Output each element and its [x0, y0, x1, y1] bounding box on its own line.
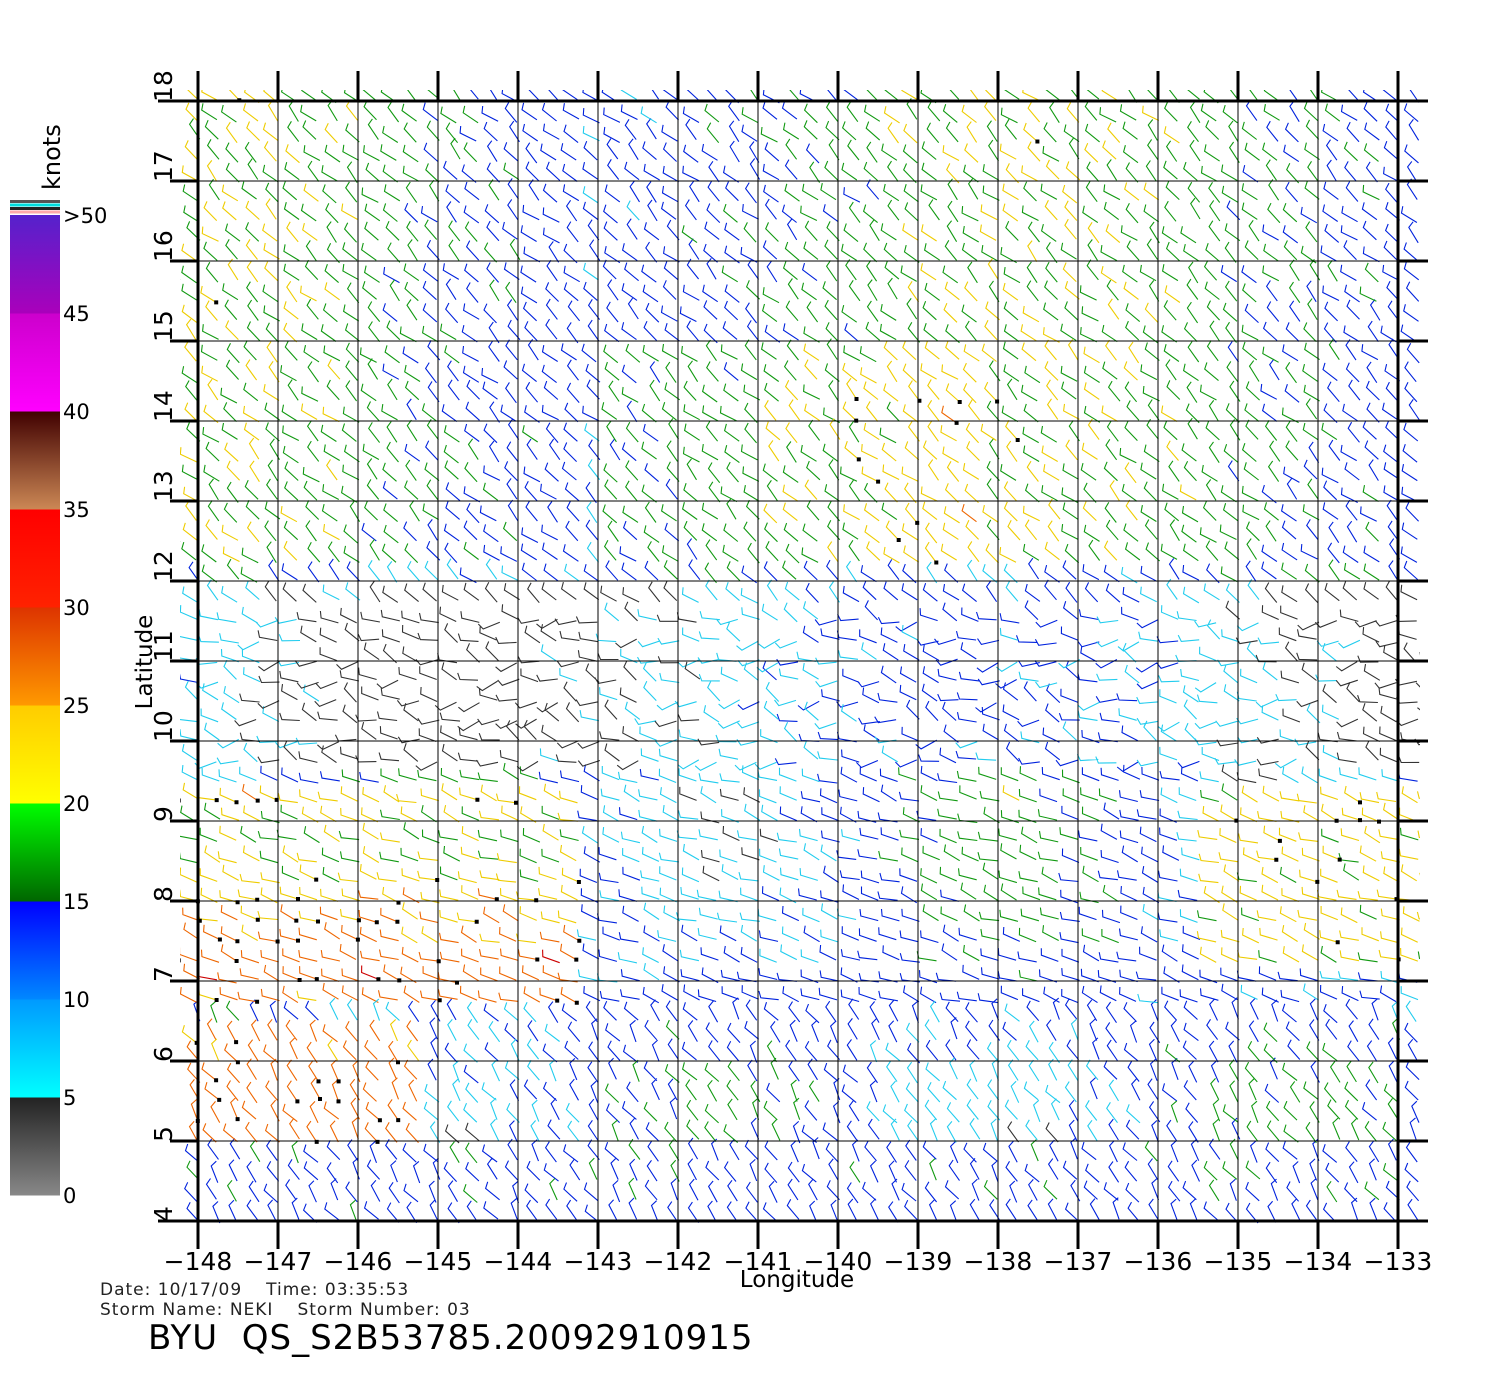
colorbar-tick-label: 20: [63, 792, 90, 816]
latitude-tick-label: 12: [149, 550, 178, 582]
wind-barbs-group: [234, 580, 1420, 1144]
rain-flag-markers: [180, 98, 1401, 1144]
date-value: 10/17/09: [157, 1280, 243, 1300]
latitude-tick-label: 4: [149, 1206, 178, 1222]
colorbar-segment-35-40: [10, 411, 60, 510]
latitude-tick-label: 6: [149, 1046, 178, 1062]
wind-speed-colorbar: 0 5 10 15 20 25 30 35 40 45 >50 knots: [10, 124, 107, 1208]
file-title: BYU QS_S2B53785.20092910915: [148, 1318, 754, 1358]
latitude-tick-label: 14: [149, 390, 178, 422]
longitude-tick-label: −141: [724, 1247, 793, 1276]
longitude-tick-label: −134: [1284, 1247, 1353, 1276]
colorbar-top-stripe: [10, 207, 60, 210]
latitude-tick-labels: 4 5 6 7 8 9 10 11 12 13 14 15 16 17 18: [149, 70, 178, 1222]
longitude-tick-labels: −148 −147 −146 −145 −144 −143 −142 −141 −140 −139…: [164, 1247, 1433, 1276]
longitude-tick-label: −135: [1204, 1247, 1273, 1276]
y-axis-label: Latitude: [132, 615, 158, 710]
colorbar-tick-label: 5: [63, 1086, 76, 1110]
wind-barbs-group: [180, 90, 1419, 1143]
colorbar-segment-10-15: [10, 901, 60, 1000]
colorbar-segment-25-30: [10, 607, 60, 706]
latitude-tick-label: 18: [149, 70, 178, 102]
colorbar-tick-label: 0: [63, 1184, 76, 1208]
latitude-tick-label: 9: [149, 806, 178, 822]
storm-name-value: NEKI: [229, 1300, 274, 1320]
longitude-tick-label: −146: [324, 1247, 393, 1276]
longitude-tick-label: −148: [164, 1247, 233, 1276]
wind-barbs-group: [180, 90, 1420, 1222]
wind-barbs-group: [180, 90, 1420, 1061]
colorbar-tick-label: 45: [63, 302, 90, 326]
storm-line: Storm Name: NEKI Storm Number: 03: [100, 1300, 471, 1320]
colorbar-tick-label: 35: [63, 498, 90, 522]
longitude-tick-label: −147: [244, 1247, 313, 1276]
latitude-tick-label: 5: [149, 1126, 178, 1142]
colorbar-tick-label: 30: [63, 596, 90, 620]
latitude-tick-label: 7: [149, 966, 178, 982]
colorbar-segment-15-20: [10, 803, 60, 902]
colorbar-segment-30-35: [10, 509, 60, 608]
wind-barbs-group: [180, 90, 1420, 1224]
storm-number-label: Storm Number:: [297, 1300, 441, 1320]
storm-number-value: 03: [447, 1300, 471, 1320]
axis-ticks: [170, 71, 1428, 1249]
storm-name-label: Storm Name:: [100, 1300, 224, 1320]
latitude-tick-label: 8: [149, 886, 178, 902]
time-value: 03:35:53: [324, 1280, 410, 1300]
colorbar-top-stripe: [10, 200, 60, 203]
latitude-tick-label: 11: [149, 630, 178, 662]
wind-barbs-group: [180, 405, 977, 1143]
colorbar-tick-label: >50: [63, 204, 107, 228]
date-time-line: Date: 10/17/09 Time: 03:35:53: [100, 1280, 409, 1300]
colorbar-segment-5-10: [10, 999, 60, 1098]
longitude-tick-label: −136: [1124, 1247, 1193, 1276]
x-axis-label: Longitude: [740, 1267, 854, 1293]
colorbar-top-stripe: [10, 210, 60, 214]
time-label: Time:: [266, 1280, 319, 1300]
longitude-tick-label: −140: [804, 1247, 873, 1276]
latitude-tick-label: 15: [149, 310, 178, 342]
longitude-tick-label: −137: [1044, 1247, 1113, 1276]
colorbar-segment-20-25: [10, 705, 60, 804]
longitude-tick-label: −142: [644, 1247, 713, 1276]
longitude-tick-label: −138: [964, 1247, 1033, 1276]
longitude-tick-label: −133: [1364, 1247, 1433, 1276]
lat-lon-grid: [197, 100, 1399, 1222]
colorbar-tick-label: 10: [63, 988, 90, 1012]
date-label: Date:: [100, 1280, 152, 1300]
colorbar-segment-40-45: [10, 313, 60, 412]
wind-barbs-field: [180, 90, 1420, 1224]
colorbar-tick-label: 25: [63, 694, 90, 718]
longitude-tick-label: −143: [564, 1247, 633, 1276]
longitude-tick-label: −144: [484, 1247, 553, 1276]
latitude-tick-label: 13: [149, 470, 178, 502]
longitude-tick-label: −145: [404, 1247, 473, 1276]
latitude-tick-label: 16: [149, 230, 178, 262]
colorbar-segment-0-5: [10, 1097, 60, 1196]
colorbar-tick-label: 15: [63, 890, 90, 914]
latitude-tick-label: 17: [149, 150, 178, 182]
colorbar-top-stripe: [10, 203, 60, 207]
colorbar-tick-label: 40: [63, 400, 90, 424]
colorbar-segment-45-50: [10, 215, 60, 314]
latitude-tick-label: 10: [149, 710, 178, 742]
longitude-tick-label: −139: [884, 1247, 953, 1276]
colorbar-unit-label: knots: [38, 124, 66, 190]
